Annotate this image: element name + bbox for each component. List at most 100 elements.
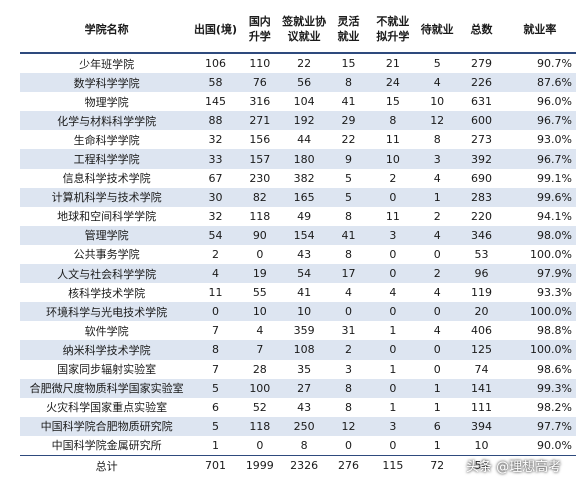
rate-cell: 98.0%: [503, 225, 576, 245]
domestic-cell: 271: [237, 111, 282, 131]
total-cell: 392: [459, 149, 504, 169]
table-row: 生命科学学院 32 156 44 22 11 8 273 93.0%: [20, 130, 576, 149]
total-cell: 141: [459, 378, 504, 398]
unemployed-cell: 21: [385, 57, 400, 71]
rate-cell: 98.2%: [537, 400, 572, 414]
unemployed-cell: 0: [389, 247, 397, 261]
name-cell: 公共事务学院: [73, 248, 140, 262]
total-cell: 74: [474, 362, 489, 376]
header-abroad: 出国(境): [193, 6, 238, 54]
table-row: 工程科学学院 33 157 180 9 10 3 392 96.7%: [20, 149, 576, 169]
domestic-cell: 157: [237, 149, 282, 169]
pending-cell: 4: [433, 171, 441, 185]
pending-cell: 1: [433, 438, 441, 452]
domestic-cell: 156: [249, 133, 271, 147]
unemployed-cell: 0: [370, 264, 416, 284]
abroad-cell: 33: [193, 149, 238, 169]
name-cell: 环境科学与光电技术学院: [20, 302, 194, 322]
header-pending: 待就业: [415, 6, 460, 54]
flexible-cell: 12: [326, 416, 371, 436]
total-contract-cell: 2326: [281, 454, 327, 476]
pending-cell: 4: [433, 286, 441, 300]
abroad-cell: 67: [208, 171, 223, 185]
table-header: 学院名称 出国(境) 国内 升学 签就业协 议就业 灵活 就业 不就业 拟升学 待就业 …: [20, 6, 576, 54]
table-row: 火灾科学国家重点实验室 6 52 43 8 1 1 111 98.2%: [20, 398, 576, 417]
rate-cell: 98.6%: [537, 362, 572, 376]
unemployed-cell: 0: [370, 378, 416, 398]
abroad-cell: 54: [193, 225, 238, 245]
unemployed-cell: 24: [370, 73, 416, 93]
abroad-cell: 32: [208, 133, 223, 147]
abroad-cell: 145: [204, 95, 226, 109]
pending-cell: 8: [433, 133, 441, 147]
domestic-cell: 230: [249, 171, 271, 185]
total-cell: 283: [459, 187, 504, 207]
contract-cell: 359: [293, 324, 315, 338]
header-flexible-line2: 就业: [337, 30, 360, 43]
total-cell: 631: [471, 95, 493, 109]
total-abroad-cell: 701: [193, 454, 238, 476]
name-cell: 人文与社会科学学院: [20, 264, 194, 284]
header-domestic-line1: 国内: [248, 15, 271, 28]
flexible-cell: 8: [326, 73, 371, 93]
total-cell: 96: [459, 264, 504, 284]
rate-cell: 99.3%: [503, 378, 576, 398]
abroad-cell: 1: [211, 438, 219, 452]
name-cell: 中国科学院金属研究所: [51, 439, 162, 453]
rate-cell: 99.1%: [537, 171, 572, 185]
rate-cell: 87.6%: [503, 73, 576, 93]
table-row: 地球和空间科学学院 32 118 49 8 11 2 220 94.1%: [20, 207, 576, 226]
header-unemployed-line1: 不就业: [376, 15, 410, 28]
contract-cell: 382: [293, 171, 315, 185]
abroad-cell: 30: [193, 187, 238, 207]
employment-table: 学院名称 出国(境) 国内 升学 签就业协 议就业 灵活 就业 不就业 拟升学 待就业 …: [20, 6, 576, 476]
total-cell: 279: [471, 57, 493, 71]
pending-cell: 2: [415, 264, 460, 284]
table-row: 中国科学院金属研究所 1 0 8 0 0 1 10 90.0%: [20, 436, 576, 456]
unemployed-cell: 0: [370, 302, 416, 322]
unemployed-cell: 15: [385, 95, 400, 109]
header-total-text: 总数: [470, 22, 493, 36]
unemployed-cell: 2: [389, 171, 397, 185]
rate-cell: 100.0%: [530, 247, 572, 261]
flexible-cell: 8: [326, 378, 371, 398]
header-domestic: 国内 升学: [237, 6, 282, 54]
total-cell: 600: [459, 111, 504, 131]
name-cell: 物理学院: [84, 95, 129, 109]
total-cell: 125: [459, 340, 504, 360]
pending-cell: 1: [433, 400, 441, 414]
contract-cell: 192: [281, 111, 327, 131]
header-abroad-text: 出国(境): [193, 22, 237, 36]
flexible-cell: 2: [326, 340, 371, 360]
contract-cell: 27: [281, 378, 327, 398]
flexible-cell: 8: [345, 400, 352, 414]
domestic-cell: 19: [237, 264, 282, 284]
unemployed-cell: 0: [370, 340, 416, 360]
pending-cell: 0: [415, 340, 460, 360]
abroad-cell: 7: [211, 324, 219, 338]
pending-cell: 4: [415, 225, 460, 245]
contract-cell: 56: [281, 73, 327, 93]
header-rate: 就业率: [503, 6, 576, 54]
unemployed-cell: 11: [385, 133, 400, 147]
rate-cell: 100.0%: [503, 302, 576, 322]
contract-cell: 35: [297, 362, 312, 376]
contract-cell: 250: [281, 416, 327, 436]
rate-cell: 96.0%: [537, 95, 572, 109]
flexible-cell: 4: [345, 286, 352, 300]
abroad-cell: 106: [204, 57, 226, 71]
rate-cell: 97.7%: [503, 416, 576, 436]
header-name: 学院名称: [20, 6, 194, 54]
name-cell: 合肥微尺度物质科学国家实验室: [20, 378, 194, 398]
contract-cell: 43: [297, 400, 312, 414]
domestic-cell: 7: [237, 340, 282, 360]
flexible-cell: 9: [326, 149, 371, 169]
total-row: 总计 701 1999 2326 276 115 72 54: [20, 454, 576, 476]
total-cell: 226: [459, 73, 504, 93]
header-unemployed-line2: 拟升学: [376, 30, 410, 43]
unemployed-cell: 3: [370, 416, 416, 436]
pending-cell: 12: [415, 111, 460, 131]
domestic-cell: 10: [237, 302, 282, 322]
header-name-text: 学院名称: [84, 22, 129, 36]
table-body: 少年班学院 106 110 22 15 21 5 279 90.7% 数学科学学院 58 76 56 8 2…: [20, 53, 576, 476]
